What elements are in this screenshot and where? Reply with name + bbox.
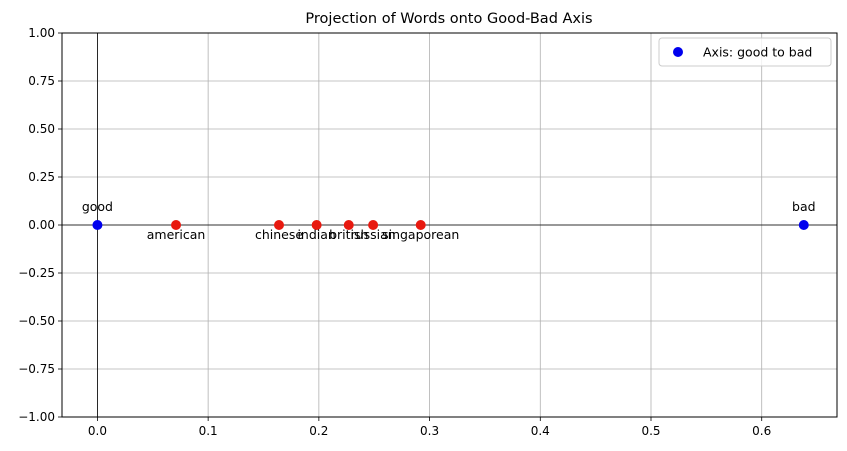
y-tick-label: 1.00 xyxy=(28,26,55,40)
point-label: indian xyxy=(297,227,335,242)
y-tick-label: 0.75 xyxy=(28,74,55,88)
y-tick-label: 0.25 xyxy=(28,170,55,184)
point-label: british xyxy=(329,227,368,242)
legend: Axis: good to bad xyxy=(658,37,832,67)
x-tick-label: 0.0 xyxy=(88,424,107,438)
point-label: singaporean xyxy=(382,227,459,242)
data-point xyxy=(171,220,182,230)
point-label: american xyxy=(147,227,206,242)
point-label: bad xyxy=(792,199,816,214)
data-points xyxy=(92,220,809,230)
point-labels: good bad american chineseindianbritishrussi… xyxy=(82,199,816,242)
x-tick-label: 0.4 xyxy=(531,424,550,438)
legend-label: Axis: good to bad xyxy=(703,45,812,60)
legend-marker xyxy=(673,47,683,57)
y-tick-label: −0.25 xyxy=(18,266,55,280)
data-point xyxy=(368,220,379,230)
x-tick-label: 0.1 xyxy=(199,424,218,438)
x-tick-label: 0.3 xyxy=(420,424,439,438)
data-point xyxy=(798,220,809,230)
y-tick-label: −0.50 xyxy=(18,314,55,328)
point-label: russian xyxy=(351,227,396,242)
point-label: good xyxy=(82,199,113,214)
y-tick-label: 0.00 xyxy=(28,218,55,232)
axis-ticks: 0.0 0.1 0.2 0.3 0.4 0.5 0.6 1.00 0.75 0.50 0.25 0.0… xyxy=(18,26,771,438)
y-tick-label: −1.00 xyxy=(18,410,55,424)
data-point xyxy=(311,220,322,230)
x-tick-label: 0.5 xyxy=(641,424,660,438)
y-tick-label: 0.50 xyxy=(28,122,55,136)
data-point xyxy=(274,220,284,230)
chart-title: Projection of Words onto Good-Bad Axis xyxy=(305,11,592,27)
data-point xyxy=(92,220,103,230)
point-label: chinese xyxy=(255,227,303,242)
x-tick-label: 0.2 xyxy=(309,424,328,438)
data-point xyxy=(343,220,354,230)
x-tick-label: 0.6 xyxy=(752,424,771,438)
legend-box xyxy=(658,37,832,67)
y-tick-label: −0.75 xyxy=(18,362,55,376)
data-point xyxy=(415,220,426,230)
